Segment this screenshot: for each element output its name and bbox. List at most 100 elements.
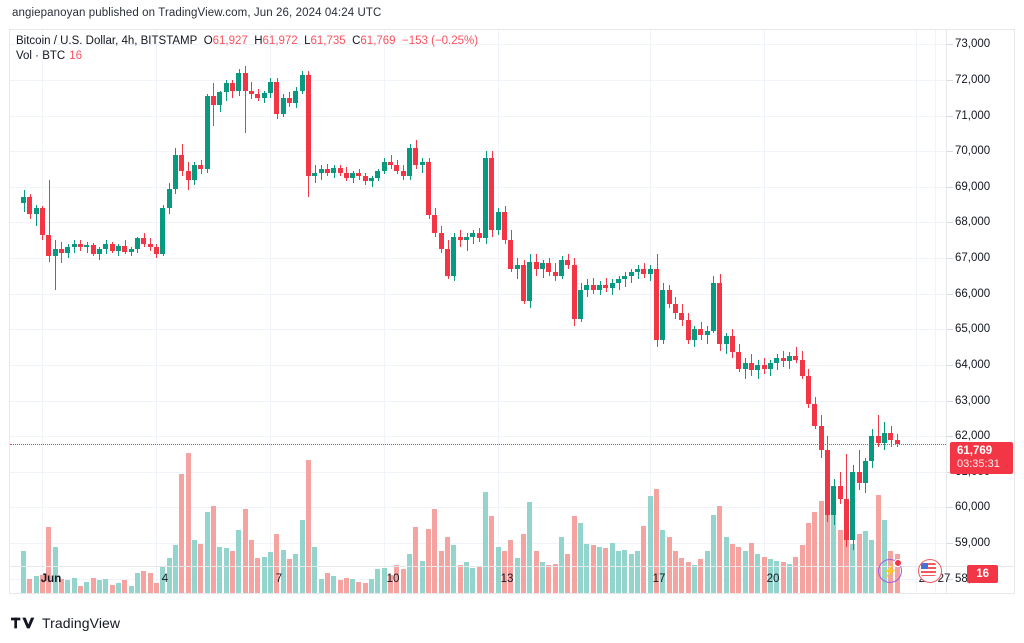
price-tick (947, 186, 953, 188)
candle-wick (517, 258, 518, 280)
candle-body (344, 172, 349, 178)
candle-body (116, 245, 121, 251)
symbol-label[interactable]: Bitcoin / U.S. Dollar, 4h, BITSTAMP (16, 35, 198, 47)
gridline-horizontal (10, 222, 946, 224)
candle-body (635, 268, 640, 273)
candle-body (787, 356, 792, 362)
time-axis-tick-label: 7 (275, 573, 283, 585)
candle-body (705, 331, 710, 335)
volume-badge: 16 (967, 565, 998, 583)
candle-body (27, 197, 32, 214)
candle-wick (61, 242, 62, 264)
price-axis-tick-label: 70,000 (955, 145, 991, 158)
volume-bar (375, 569, 380, 593)
candle-body (591, 284, 596, 291)
candle-wick (467, 233, 468, 251)
gridline-horizontal (10, 471, 946, 473)
candle-body (654, 268, 659, 340)
candle-body (762, 364, 767, 369)
candle-wick (543, 259, 544, 278)
candle-body (470, 233, 475, 237)
volume-bar (755, 553, 760, 593)
candle-body (622, 275, 627, 280)
candle-body (774, 357, 779, 364)
candle-body (439, 233, 444, 250)
volume-bar (407, 553, 412, 593)
volume-bar (483, 492, 488, 593)
candle-wick (619, 275, 620, 291)
volume-bar (844, 537, 849, 593)
candle-body (268, 81, 273, 94)
price-axis-tick-label: 71,000 (955, 109, 991, 122)
lightning-bolt-icon[interactable]: ⚡ (878, 559, 902, 583)
candle-body (84, 244, 89, 248)
candle-body (730, 336, 735, 353)
volume-bar (350, 579, 355, 593)
gridline-horizontal (10, 79, 946, 81)
gridline-vertical (156, 30, 157, 593)
candle-body (53, 249, 58, 257)
candle-body (540, 263, 545, 269)
candle-wick (36, 204, 37, 226)
candle-body (578, 290, 583, 319)
price-axis-tick-label: 60,000 (955, 501, 991, 514)
volume-bar (236, 530, 241, 593)
volume-bar (648, 496, 653, 593)
candle-body (781, 357, 786, 362)
candle-body (451, 236, 456, 276)
candle-wick (625, 272, 626, 287)
volume-bar (768, 559, 773, 593)
candle-body (458, 236, 463, 241)
volume-label[interactable]: Vol · BTC (16, 50, 66, 62)
candle-body (21, 197, 26, 203)
candle-body (306, 74, 311, 177)
volume-bar (97, 580, 102, 593)
us-flag-icon[interactable] (918, 559, 942, 583)
candle-body (844, 498, 849, 540)
volume-value: 16 (69, 50, 83, 62)
candle-body (230, 83, 235, 91)
volume-bar (78, 586, 83, 593)
candle-body (65, 247, 70, 253)
price-tick (947, 293, 953, 295)
candle-body (72, 243, 77, 248)
volume-bar (53, 546, 58, 593)
volume-bar (445, 537, 450, 593)
volume-bar (705, 551, 710, 593)
volume-bar (711, 514, 716, 593)
volume-bar (179, 474, 184, 593)
gridline-horizontal (10, 364, 946, 366)
candle-body (483, 158, 488, 239)
candle-body (122, 245, 127, 252)
volume-bar (597, 546, 602, 593)
volume-bar (325, 573, 330, 593)
volume-bar (686, 562, 691, 593)
candle-body (173, 154, 178, 189)
candle-body (141, 238, 146, 244)
candle-body (255, 94, 260, 98)
price-axis-tick-label: 65,000 (955, 323, 991, 336)
candle-wick (859, 450, 860, 490)
candle-body (838, 486, 843, 499)
volume-bar (84, 581, 89, 593)
volume-bar (489, 516, 494, 593)
volume-bar (603, 548, 608, 593)
price-axis[interactable]: 73,000 72,000 71,000 70,000 69,000 68,000 67,0… (946, 30, 1014, 593)
candle-body (198, 165, 203, 169)
time-axis[interactable]: Jun47101317202427 (10, 566, 1014, 593)
candle-body (565, 259, 570, 266)
candle-body (597, 284, 602, 291)
price-tick (947, 79, 953, 81)
plot-area[interactable] (10, 30, 946, 593)
candle-body (641, 268, 646, 275)
price-axis-tick-label: 64,000 (955, 358, 991, 371)
volume-bar (749, 542, 754, 593)
gridline-horizontal (10, 329, 946, 331)
volume-bar (641, 525, 646, 593)
candle-body (369, 177, 374, 182)
current-price-value: 61,769 (957, 445, 993, 458)
volume-bar (553, 563, 558, 593)
candle-body (40, 208, 45, 235)
tradingview-logo-icon (11, 617, 35, 629)
price-axis-tick-label: 62,000 (955, 430, 991, 443)
